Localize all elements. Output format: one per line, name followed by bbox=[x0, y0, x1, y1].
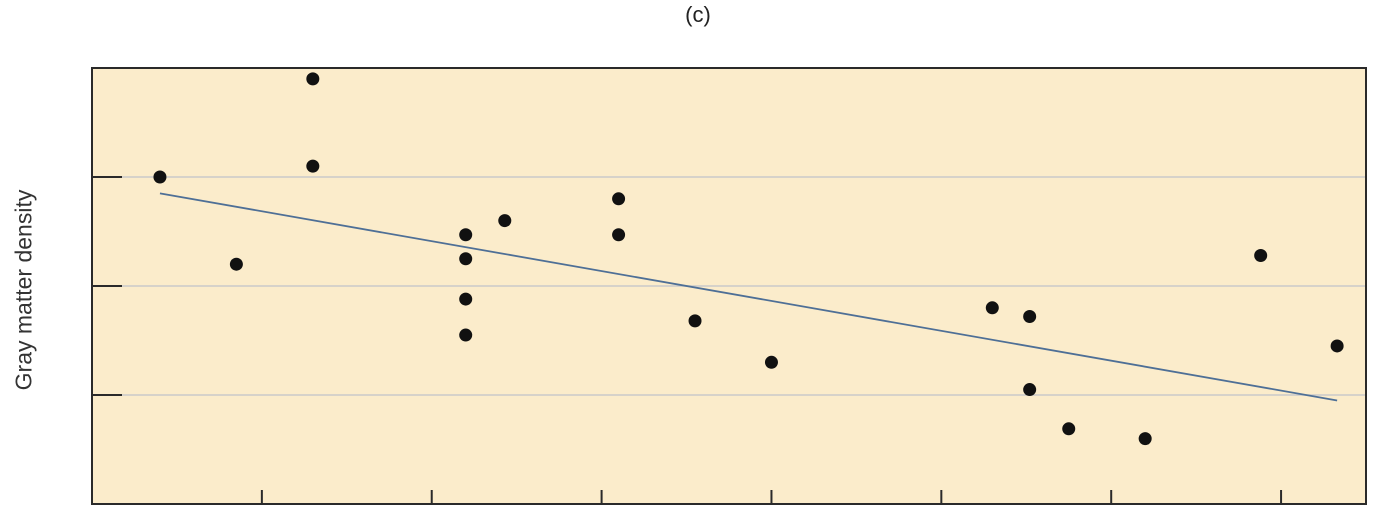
data-point bbox=[1062, 422, 1076, 436]
data-point bbox=[1254, 248, 1268, 262]
data-point bbox=[459, 228, 473, 242]
data-point bbox=[612, 228, 626, 242]
data-point bbox=[1138, 432, 1152, 446]
data-point bbox=[153, 170, 167, 184]
data-point bbox=[1330, 339, 1344, 353]
data-point bbox=[306, 72, 320, 86]
x-ticks bbox=[260, 490, 1283, 504]
plot-frame bbox=[91, 67, 1367, 505]
data-point bbox=[498, 214, 512, 228]
trend-line bbox=[159, 192, 1338, 402]
data-point bbox=[306, 159, 320, 173]
data-point bbox=[459, 292, 473, 306]
data-point bbox=[612, 192, 626, 206]
data-point bbox=[688, 314, 702, 328]
data-point bbox=[985, 301, 999, 315]
data-point bbox=[1023, 310, 1037, 324]
data-points bbox=[153, 72, 1344, 446]
data-point bbox=[764, 355, 778, 369]
data-point bbox=[229, 257, 243, 271]
panel-label: (c) bbox=[685, 2, 711, 27]
data-point bbox=[1023, 383, 1037, 397]
data-point bbox=[459, 252, 473, 266]
gridlines bbox=[92, 176, 1366, 396]
data-point bbox=[459, 328, 473, 342]
